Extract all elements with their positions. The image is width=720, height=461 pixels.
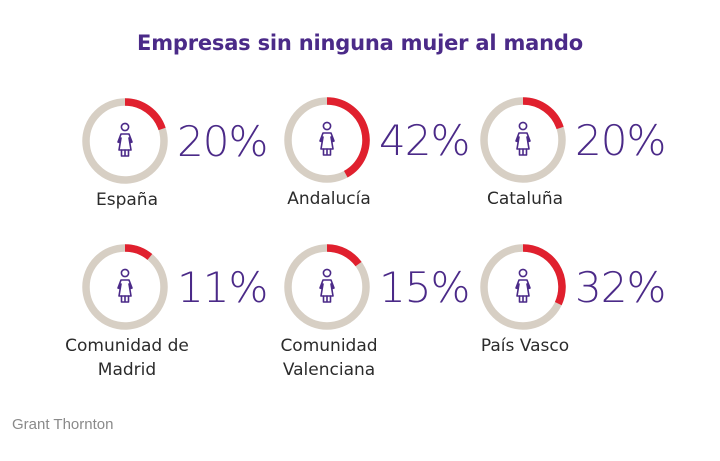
woman-icon-dress — [319, 132, 335, 150]
value-label: 20% — [575, 116, 665, 165]
woman-icon — [515, 121, 531, 156]
donut-value-arc — [522, 244, 566, 306]
value-label: 32% — [575, 263, 665, 312]
woman-icon-head — [518, 268, 528, 278]
value-label: 20% — [177, 117, 267, 166]
donut-track — [82, 244, 168, 330]
woman-icon-legs — [518, 148, 528, 156]
chart-title: Empresas sin ninguna mujer al mando — [137, 31, 583, 55]
woman-icon-dress — [515, 132, 531, 150]
woman-icon-head — [518, 121, 528, 131]
woman-icon-legs — [120, 149, 130, 157]
donut-value-arc — [326, 244, 362, 267]
region-label: Andalucía — [287, 189, 371, 209]
woman-icon — [319, 268, 335, 303]
donut-item-andalucia: 42% Andalucía — [284, 97, 470, 209]
woman-icon-head — [322, 121, 332, 131]
region-label: España — [96, 190, 158, 210]
woman-icon-dress — [117, 279, 133, 297]
donut-item-pais-vasco: 32% País Vasco — [480, 244, 666, 356]
woman-icon — [117, 268, 133, 303]
woman-icon-head — [120, 122, 130, 132]
region-label: Comunidad — [280, 336, 377, 356]
region-label: Cataluña — [487, 189, 563, 209]
source-credit: Grant Thornton — [12, 416, 114, 433]
woman-icon-head — [322, 268, 332, 278]
value-label: 42% — [379, 116, 469, 165]
region-label: País Vasco — [481, 336, 569, 356]
region-label: Madrid — [98, 360, 156, 380]
woman-icon-dress — [515, 279, 531, 297]
value-label: 11% — [177, 263, 267, 312]
woman-icon-head — [120, 268, 130, 278]
woman-icon-dress — [319, 279, 335, 297]
value-label: 15% — [379, 263, 469, 312]
woman-icon-legs — [322, 148, 332, 156]
woman-icon-legs — [120, 295, 130, 303]
woman-icon-dress — [117, 133, 133, 151]
donut-item-espana: 20% España — [82, 98, 268, 210]
woman-icon-legs — [322, 295, 332, 303]
donut-value-arc — [124, 98, 166, 131]
donut-value-arc — [522, 97, 564, 130]
donut-item-comunidad-valenciana: 15% Comunidad Valenciana — [280, 244, 470, 380]
donut-value-arc — [326, 97, 370, 178]
woman-icon-legs — [518, 295, 528, 303]
woman-icon — [515, 268, 531, 303]
donut-item-cataluna: 20% Cataluña — [480, 97, 666, 209]
region-label: Valenciana — [283, 360, 375, 380]
woman-icon — [117, 122, 133, 157]
woman-icon — [319, 121, 335, 156]
donut-value-arc — [124, 244, 153, 260]
donut-item-comunidad-de-madrid: 11% Comunidad de Madrid — [65, 244, 268, 380]
region-label: Comunidad de — [65, 336, 189, 356]
